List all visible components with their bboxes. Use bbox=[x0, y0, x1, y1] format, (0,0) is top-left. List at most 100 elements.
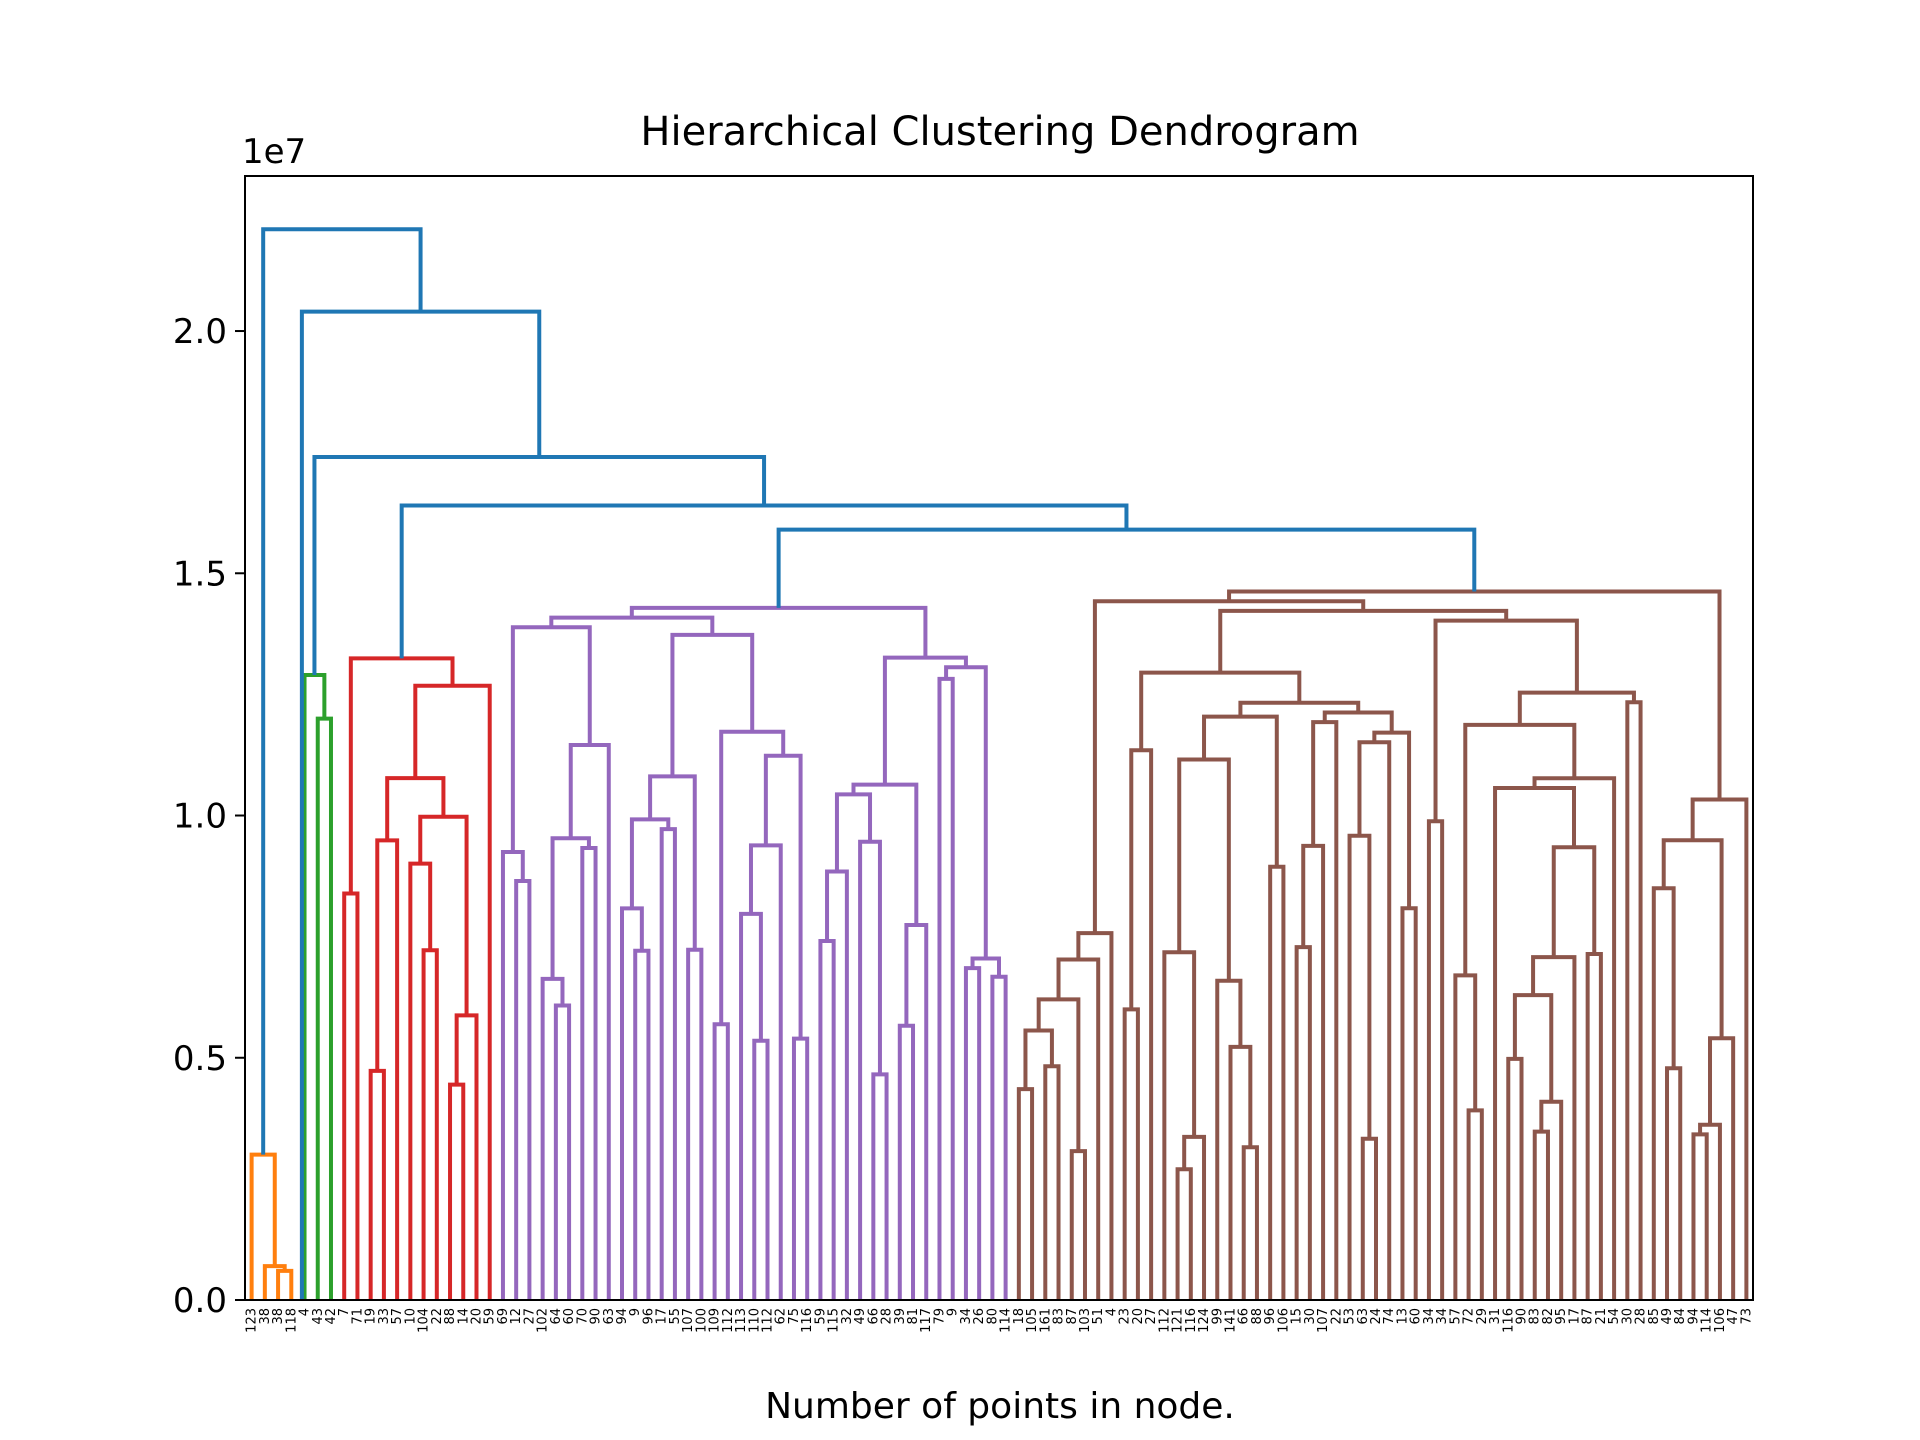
orange-link bbox=[249, 1152, 277, 1300]
dendrogram-link bbox=[408, 861, 433, 1300]
leaf-labels: 1233838118443427711933571010422881420596… bbox=[245, 1308, 1755, 1333]
x-axis-label: Number of points in node. bbox=[765, 1386, 1235, 1427]
leaf-label: 54 bbox=[1607, 1308, 1622, 1325]
leaf-label: 110 bbox=[747, 1308, 762, 1333]
dendrogram-link bbox=[1551, 845, 1597, 958]
dendrogram-link bbox=[1294, 945, 1312, 1300]
dendrogram-link bbox=[418, 814, 469, 1016]
dendrogram-link bbox=[970, 956, 1001, 977]
dendrogram-link bbox=[1202, 714, 1279, 867]
leaf-label: 39 bbox=[893, 1308, 908, 1325]
leaf-label: 109 bbox=[708, 1308, 723, 1333]
leaf-label: 9 bbox=[946, 1308, 961, 1316]
leaf-label: 57 bbox=[390, 1308, 405, 1325]
leaf-label: 4 bbox=[298, 1308, 313, 1316]
leaf-label: 28 bbox=[1634, 1308, 1649, 1325]
leaf-label: 96 bbox=[1263, 1308, 1278, 1325]
leaf-label: 27 bbox=[1144, 1308, 1159, 1325]
leaf-label: 112 bbox=[721, 1308, 736, 1333]
leaf-label: 31 bbox=[1488, 1308, 1503, 1325]
leaf-label: 47 bbox=[1726, 1308, 1741, 1325]
dendrogram-link bbox=[1360, 1136, 1378, 1300]
dendrogram-link bbox=[1512, 993, 1554, 1102]
green-link bbox=[315, 716, 333, 1300]
leaf-label: 42 bbox=[324, 1308, 339, 1325]
dendrogram-link bbox=[1139, 670, 1302, 751]
leaf-label: 24 bbox=[1369, 1308, 1384, 1325]
leaf-label: 116 bbox=[1501, 1308, 1516, 1333]
leaf-label: 115 bbox=[827, 1308, 842, 1333]
dendrogram-link bbox=[990, 974, 1008, 1300]
leaf-label: 117 bbox=[919, 1308, 934, 1333]
leaf-label: 27 bbox=[522, 1308, 537, 1325]
y-tick-label: 0.5 bbox=[173, 1039, 227, 1079]
leaf-label: 94 bbox=[615, 1308, 630, 1325]
dendrogram-link bbox=[748, 843, 783, 1300]
dendrogram-link bbox=[1175, 1167, 1193, 1300]
leaf-label: 105 bbox=[1025, 1308, 1040, 1333]
leaf-label: 114 bbox=[999, 1308, 1014, 1333]
leaf-label: 22 bbox=[430, 1308, 445, 1325]
chart-title: Hierarchical Clustering Dendrogram bbox=[640, 109, 1359, 155]
leaf-label: 106 bbox=[1276, 1308, 1291, 1333]
leaf-label: 104 bbox=[417, 1308, 432, 1333]
leaf-label: 116 bbox=[1184, 1308, 1199, 1333]
leaf-label: 74 bbox=[1382, 1308, 1397, 1325]
leaf-label: 62 bbox=[774, 1308, 789, 1325]
leaf-label: 83 bbox=[1528, 1308, 1543, 1325]
leaf-label: 23 bbox=[1118, 1308, 1133, 1325]
leaf-label: 75 bbox=[787, 1308, 802, 1325]
dendrogram-link bbox=[871, 1072, 889, 1300]
leaf-label: 69 bbox=[496, 1308, 511, 1325]
leaf-label: 90 bbox=[589, 1308, 604, 1325]
leaf-label: 60 bbox=[1409, 1308, 1424, 1325]
leaf-label: 85 bbox=[1647, 1308, 1662, 1325]
leaf-label: 19 bbox=[364, 1308, 379, 1325]
leaf-label: 79 bbox=[932, 1308, 947, 1325]
dendrogram-link bbox=[1372, 730, 1412, 909]
dendrogram-link bbox=[1036, 997, 1081, 1152]
leaf-label: 106 bbox=[1713, 1308, 1728, 1333]
leaf-label: 88 bbox=[1250, 1308, 1265, 1325]
leaf-label: 81 bbox=[906, 1308, 921, 1325]
dendrogram-link bbox=[1532, 1129, 1550, 1300]
leaf-label: 38 bbox=[258, 1308, 273, 1325]
leaf-label: 88 bbox=[443, 1308, 458, 1325]
dendrogram-link bbox=[454, 1013, 479, 1300]
dendrogram-link bbox=[1661, 838, 1724, 1039]
leaf-label: 22 bbox=[1329, 1308, 1344, 1325]
y-tick-label: 1.0 bbox=[173, 797, 227, 837]
leaf-label: 96 bbox=[641, 1308, 656, 1325]
leaf-label: 28 bbox=[880, 1308, 895, 1325]
leaf-label: 14 bbox=[456, 1308, 471, 1325]
leaf-label: 95 bbox=[1554, 1308, 1569, 1325]
dendrogram-link bbox=[659, 827, 677, 1300]
leaf-label: 32 bbox=[840, 1308, 855, 1325]
leaf-label: 118 bbox=[284, 1308, 299, 1333]
leaf-label: 10 bbox=[403, 1308, 418, 1325]
leaf-label: 100 bbox=[694, 1308, 709, 1333]
dendrogram-link bbox=[1092, 599, 1366, 934]
dendrogram-link bbox=[1056, 957, 1101, 1300]
dendrogram-link bbox=[1227, 589, 1722, 800]
leaf-label: 7 bbox=[337, 1308, 352, 1316]
dendrogram-link bbox=[368, 1068, 386, 1300]
leaf-label: 87 bbox=[1065, 1308, 1080, 1325]
leaf-label: 63 bbox=[1356, 1308, 1371, 1325]
leaf-label: 102 bbox=[536, 1308, 551, 1333]
dendrogram-link bbox=[686, 947, 704, 1300]
dendrogram-link bbox=[1182, 1134, 1207, 1300]
plot-frame bbox=[244, 175, 1754, 1301]
leaf-label: 34 bbox=[1435, 1308, 1450, 1325]
dendrogram-link bbox=[540, 976, 565, 1300]
leaf-label: 17 bbox=[1567, 1308, 1582, 1325]
leaf-label: 15 bbox=[1290, 1308, 1305, 1325]
leaf-label: 123 bbox=[245, 1308, 260, 1333]
leaf-label: 17 bbox=[655, 1308, 670, 1325]
leaf-label: 18 bbox=[1012, 1308, 1027, 1325]
leaf-label: 29 bbox=[1475, 1308, 1490, 1325]
dendrogram-link bbox=[1665, 1066, 1683, 1300]
blue-link bbox=[261, 227, 423, 1155]
dendrogram-links bbox=[249, 227, 1749, 1300]
leaf-label: 57 bbox=[1448, 1308, 1463, 1325]
